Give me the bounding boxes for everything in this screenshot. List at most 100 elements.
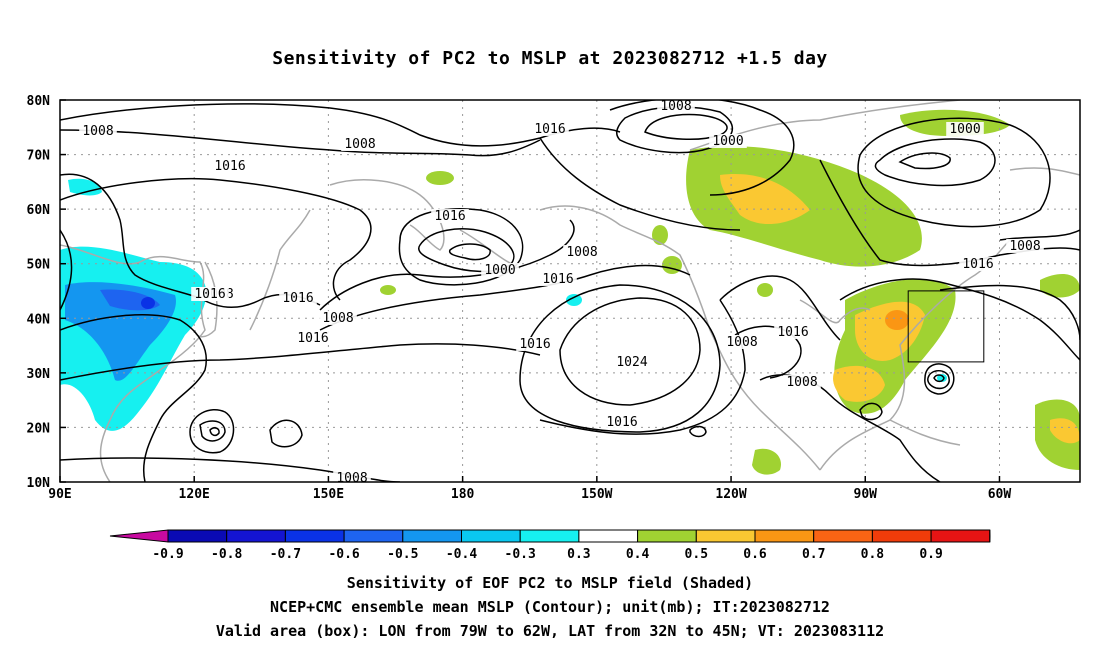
lat-tick-label: 60N (27, 203, 51, 218)
contour-label: 1008 (82, 124, 113, 139)
contour-label-bg (341, 137, 379, 151)
contour-label-bg (657, 99, 695, 113)
contour-label-bg (774, 325, 812, 339)
contour-label-bg (79, 124, 117, 138)
neg-sens-spot (141, 297, 155, 309)
lon-tick-label: 90W (854, 487, 878, 502)
contour-label: 1016 (194, 287, 225, 302)
contour-label: 1016 (606, 415, 637, 430)
colorbar-left-arrow (109, 529, 169, 543)
contour-label-bg (191, 287, 229, 301)
colorbar-label: -0.9 (152, 547, 183, 562)
pos-sens-gulf (833, 365, 885, 402)
colorbar-label: -0.8 (211, 547, 242, 562)
contour-label: 1024 (616, 355, 647, 370)
colorbar-label: -0.3 (505, 547, 536, 562)
colorbar: -0.9 -0.8 -0.7 -0.6 -0.5 -0.4 -0.3 0.3 0.4 0.5 0.6… (109, 529, 991, 562)
contour-label-bg (723, 335, 761, 349)
colorbar-label: 0.3 (567, 547, 590, 562)
graticule (60, 100, 1080, 482)
lat-tick-label: 40N (27, 312, 51, 327)
pos-sens-alaska (426, 171, 454, 185)
neg-sens-pacific-patch (566, 294, 582, 306)
contour-label: 1008 (344, 137, 375, 152)
contour-label-bg (563, 245, 601, 259)
mslp-contours (60, 100, 1080, 482)
colorbar-label: 0.9 (919, 547, 942, 562)
pos-sens-pacific-nw (757, 283, 773, 297)
contour-label-bg (431, 209, 469, 223)
colorbar-segment (343, 529, 404, 543)
caption-line-3: Valid area (box): LON from 79W to 62W, L… (215, 622, 885, 640)
contour-label-bg (603, 415, 641, 429)
colorbar-label: -0.5 (387, 547, 418, 562)
colorbar-segment (578, 529, 639, 543)
lon-tick-label: 90E (48, 487, 71, 502)
colorbar-label: -0.7 (270, 547, 301, 562)
contour-label: 1000 (484, 263, 515, 278)
colorbar-segment (871, 529, 932, 543)
contour-label: 1008 (786, 375, 817, 390)
lon-tick-label: 120W (715, 487, 746, 502)
longitude-axis: 90E 120E 150E 180 150W 120W 90W 60W (48, 476, 1011, 502)
lat-tick-label: 20N (27, 421, 51, 436)
contour-label: 1008 (566, 245, 597, 260)
map-frame (59, 99, 1081, 483)
colorbar-segment (754, 529, 815, 543)
latitude-axis: 80N 70N 60N 50N 40N 30N 20N 10N (27, 94, 66, 491)
colorbar-label: -0.4 (446, 547, 477, 562)
contour-label-bg (319, 311, 357, 325)
pos-sens-mexico (752, 448, 781, 475)
lat-tick-label: 50N (27, 258, 51, 273)
neg-sens-hurricane (937, 374, 947, 382)
colorbar-segment (402, 529, 462, 543)
map-title: Sensitivity of PC2 to MSLP at 2023082712… (272, 48, 828, 69)
caption-line-2: NCEP+CMC ensemble mean MSLP (Contour); u… (270, 598, 830, 616)
contour-label: 1016 (777, 325, 808, 340)
contour-label-bg (539, 272, 577, 286)
neg-sens-west-patch (68, 178, 102, 196)
pos-sens-canada-core (720, 174, 810, 225)
contour-label: 1016 (542, 272, 573, 287)
contour-label: 1000 (712, 134, 743, 149)
lat-tick-label: 10N (27, 476, 51, 491)
contour-label: 1016 (297, 331, 328, 346)
pos-sens-atlantic-core (1050, 418, 1080, 444)
colorbar-label: 0.8 (861, 547, 885, 562)
contour-label-bg (481, 263, 519, 277)
contour-label-bg (279, 291, 317, 305)
contour-label: 1016 (534, 122, 565, 137)
contour-labels: 1008 1008 1016 1016 1008 1000 1016 1000 1008 1000… (79, 99, 1044, 486)
contour-label-bg (959, 257, 997, 271)
lon-tick-label: 120E (179, 487, 210, 502)
colorbar-label: 0.4 (626, 547, 650, 562)
lon-tick-label: 150W (581, 487, 612, 502)
pos-sens-aleutian (380, 285, 396, 295)
contour-label: 1016 (282, 291, 313, 306)
colorbar-segment (637, 529, 697, 543)
colorbar-segment (695, 529, 756, 543)
colorbar-segment (930, 529, 991, 543)
caption-line-1: Sensitivity of EOF PC2 to MSLP field (Sh… (346, 574, 754, 592)
contour-label: 1008 (660, 99, 691, 114)
contour-label-bg (531, 122, 569, 136)
lon-tick-label: 60W (988, 487, 1012, 502)
colorbar-segment (813, 529, 873, 543)
contour-label-bg (1006, 239, 1044, 253)
colorbar-segment (519, 529, 580, 543)
contour-label-bg (211, 159, 249, 173)
colorbar-segment (461, 529, 521, 543)
contour-label-bg (709, 134, 747, 148)
lat-tick-label: 80N (27, 94, 51, 109)
colorbar-segment (284, 529, 345, 543)
lon-tick-label: 180 (451, 487, 475, 502)
contour-label-bg (294, 331, 332, 345)
contour-label: 1016 (962, 257, 993, 272)
contour-label-bg (613, 355, 651, 369)
colorbar-label: -0.6 (328, 547, 359, 562)
pos-sens-peak (885, 310, 909, 330)
valid-area-box (907, 290, 985, 363)
contour-label: 1008 (336, 471, 367, 486)
colorbar-segment (226, 529, 286, 543)
